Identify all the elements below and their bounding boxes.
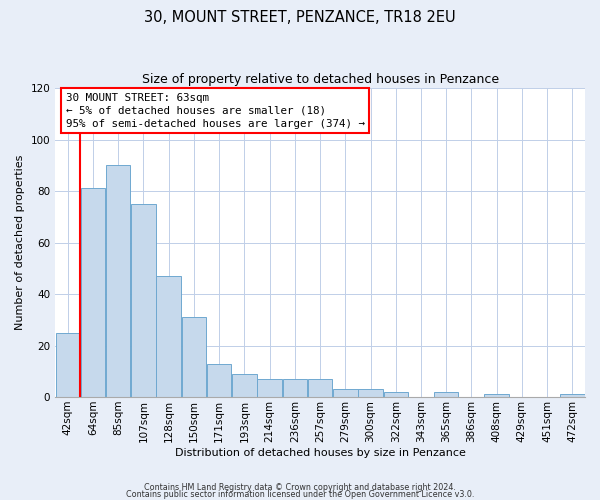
Bar: [106, 166, 130, 397]
Bar: [182, 317, 206, 397]
Bar: [81, 188, 105, 397]
Bar: [56, 332, 80, 397]
Text: Contains HM Land Registry data © Crown copyright and database right 2024.: Contains HM Land Registry data © Crown c…: [144, 484, 456, 492]
Bar: [257, 379, 282, 397]
Bar: [358, 390, 383, 397]
Bar: [157, 276, 181, 397]
Text: 30 MOUNT STREET: 63sqm
← 5% of detached houses are smaller (18)
95% of semi-deta: 30 MOUNT STREET: 63sqm ← 5% of detached …: [66, 92, 365, 129]
Bar: [308, 379, 332, 397]
Text: 30, MOUNT STREET, PENZANCE, TR18 2EU: 30, MOUNT STREET, PENZANCE, TR18 2EU: [144, 10, 456, 25]
Bar: [232, 374, 257, 397]
Bar: [131, 204, 156, 397]
Y-axis label: Number of detached properties: Number of detached properties: [15, 155, 25, 330]
X-axis label: Distribution of detached houses by size in Penzance: Distribution of detached houses by size …: [175, 448, 466, 458]
Bar: [434, 392, 458, 397]
Bar: [383, 392, 408, 397]
Bar: [207, 364, 232, 397]
Bar: [283, 379, 307, 397]
Text: Contains public sector information licensed under the Open Government Licence v3: Contains public sector information licen…: [126, 490, 474, 499]
Bar: [333, 390, 358, 397]
Bar: [484, 394, 509, 397]
Title: Size of property relative to detached houses in Penzance: Size of property relative to detached ho…: [142, 72, 499, 86]
Bar: [560, 394, 584, 397]
